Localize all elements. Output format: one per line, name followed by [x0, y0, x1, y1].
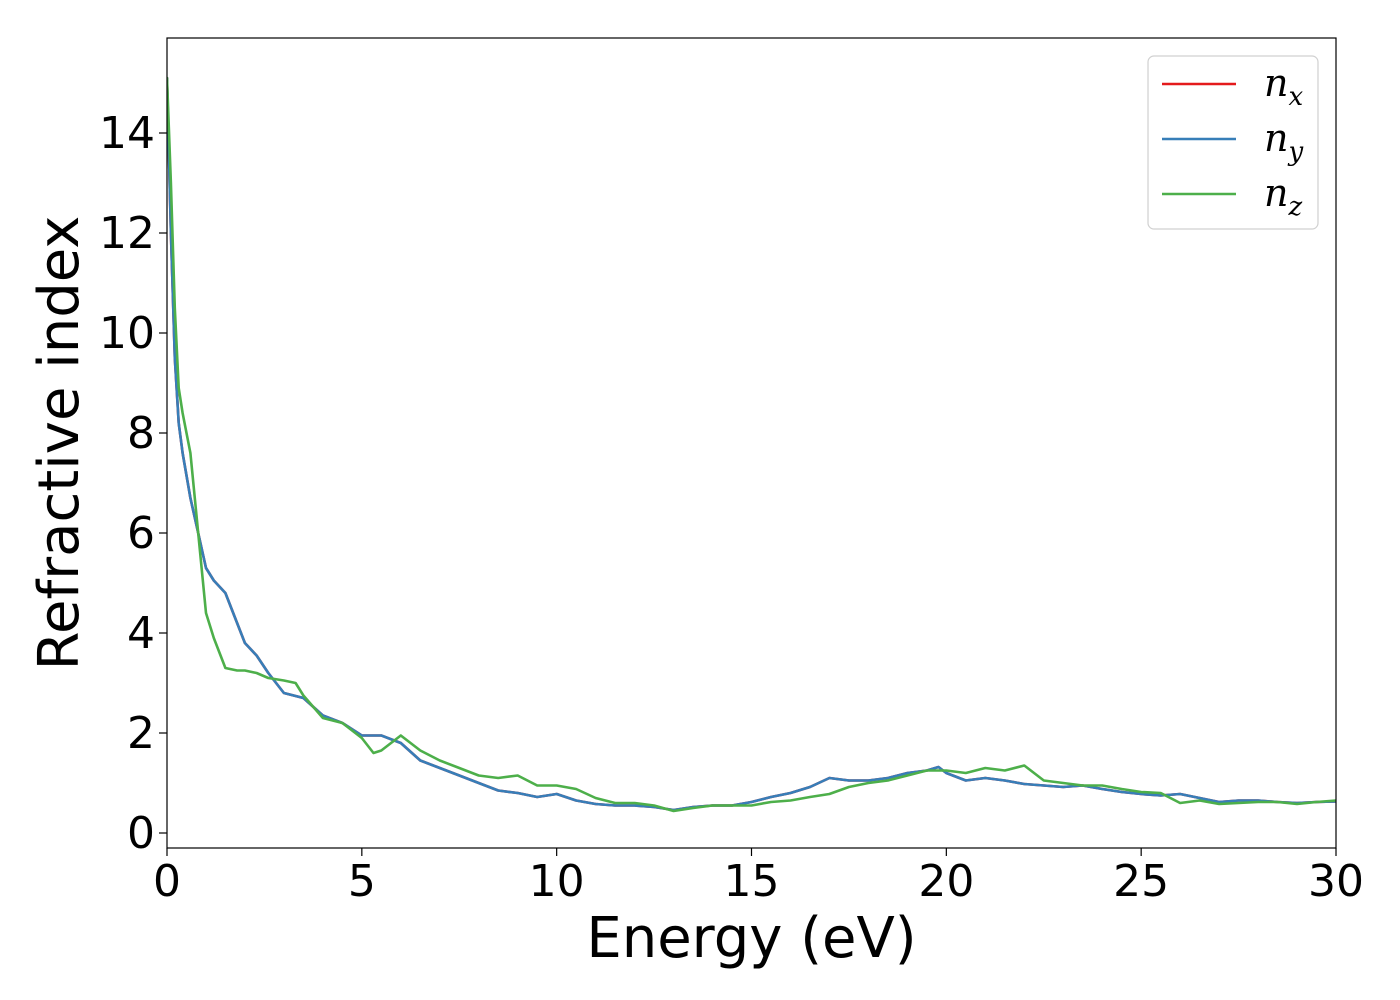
legend-label-sub: z [1287, 192, 1302, 222]
legend-label-y: ny [1264, 116, 1303, 167]
y-tick-label: 8 [127, 408, 155, 459]
series-lines [167, 76, 1336, 813]
legend-label-base: n [1264, 171, 1288, 215]
y-axis-title: Refractive index [27, 216, 92, 671]
legend-box [1147, 55, 1319, 230]
x-tick-label: 5 [348, 856, 376, 907]
x-axis-title: Energy (eV) [586, 906, 916, 971]
legend-label-sub: y [1287, 137, 1303, 167]
legend-label-base: n [1264, 116, 1288, 160]
y-tick-label: 10 [99, 308, 155, 359]
x-tick-label: 0 [153, 856, 181, 907]
axes: 0 5 10 15 20 25 30 0 2 4 6 8 10 12 14 [99, 37, 1364, 907]
y-tick-label: 4 [127, 608, 155, 659]
legend-label-x: nx [1264, 61, 1303, 112]
series-line-z [167, 76, 1336, 813]
x-tick-label: 10 [529, 856, 585, 907]
y-tick-label: 6 [127, 508, 155, 559]
y-tick-label: 0 [127, 808, 155, 859]
x-tick-label: 25 [1113, 856, 1169, 907]
y-tick-label: 2 [127, 708, 155, 759]
x-tick-label: 20 [918, 856, 974, 907]
y-tick-label: 14 [99, 108, 155, 159]
legend-label-sub: x [1288, 82, 1303, 112]
x-tick-label: 30 [1308, 856, 1364, 907]
legend-label-base: n [1264, 61, 1288, 105]
x-tick-label: 15 [724, 856, 780, 907]
y-tick-label: 12 [99, 208, 155, 259]
legend-label-z: nz [1264, 171, 1302, 222]
